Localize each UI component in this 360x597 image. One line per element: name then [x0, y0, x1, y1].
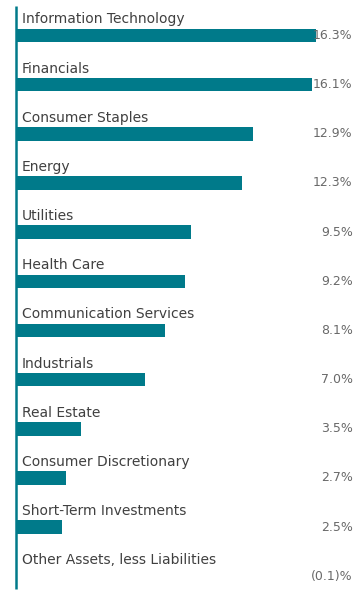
Text: Financials: Financials — [22, 61, 90, 76]
Bar — [17, 78, 312, 91]
Text: Communication Services: Communication Services — [22, 307, 194, 321]
Bar — [17, 275, 185, 288]
Bar — [17, 422, 81, 436]
Text: Health Care: Health Care — [22, 259, 104, 272]
Bar — [17, 226, 191, 239]
Text: 8.1%: 8.1% — [321, 324, 353, 337]
Text: 2.5%: 2.5% — [321, 521, 353, 534]
Text: Energy: Energy — [22, 160, 71, 174]
Text: Utilities: Utilities — [22, 209, 74, 223]
Text: 9.5%: 9.5% — [321, 226, 353, 239]
Bar — [17, 29, 316, 42]
Bar — [17, 471, 66, 485]
Text: 12.9%: 12.9% — [313, 127, 353, 140]
Bar — [17, 324, 165, 337]
Bar — [17, 521, 62, 534]
Text: Industrials: Industrials — [22, 356, 94, 371]
Text: Real Estate: Real Estate — [22, 406, 100, 420]
Text: Information Technology: Information Technology — [22, 13, 185, 26]
Text: Short-Term Investments: Short-Term Investments — [22, 504, 186, 518]
Bar — [17, 373, 145, 386]
Text: Consumer Discretionary: Consumer Discretionary — [22, 455, 189, 469]
Text: 3.5%: 3.5% — [321, 422, 353, 435]
Text: Consumer Staples: Consumer Staples — [22, 111, 148, 125]
Bar — [17, 127, 253, 140]
Text: 16.3%: 16.3% — [313, 29, 353, 42]
Bar — [17, 176, 242, 190]
Text: 9.2%: 9.2% — [321, 275, 353, 288]
Text: 12.3%: 12.3% — [313, 177, 353, 189]
Text: 16.1%: 16.1% — [313, 78, 353, 91]
Text: Other Assets, less Liabilities: Other Assets, less Liabilities — [22, 553, 216, 567]
Text: (0.1)%: (0.1)% — [311, 570, 353, 583]
Text: 2.7%: 2.7% — [321, 472, 353, 484]
Text: 7.0%: 7.0% — [321, 373, 353, 386]
